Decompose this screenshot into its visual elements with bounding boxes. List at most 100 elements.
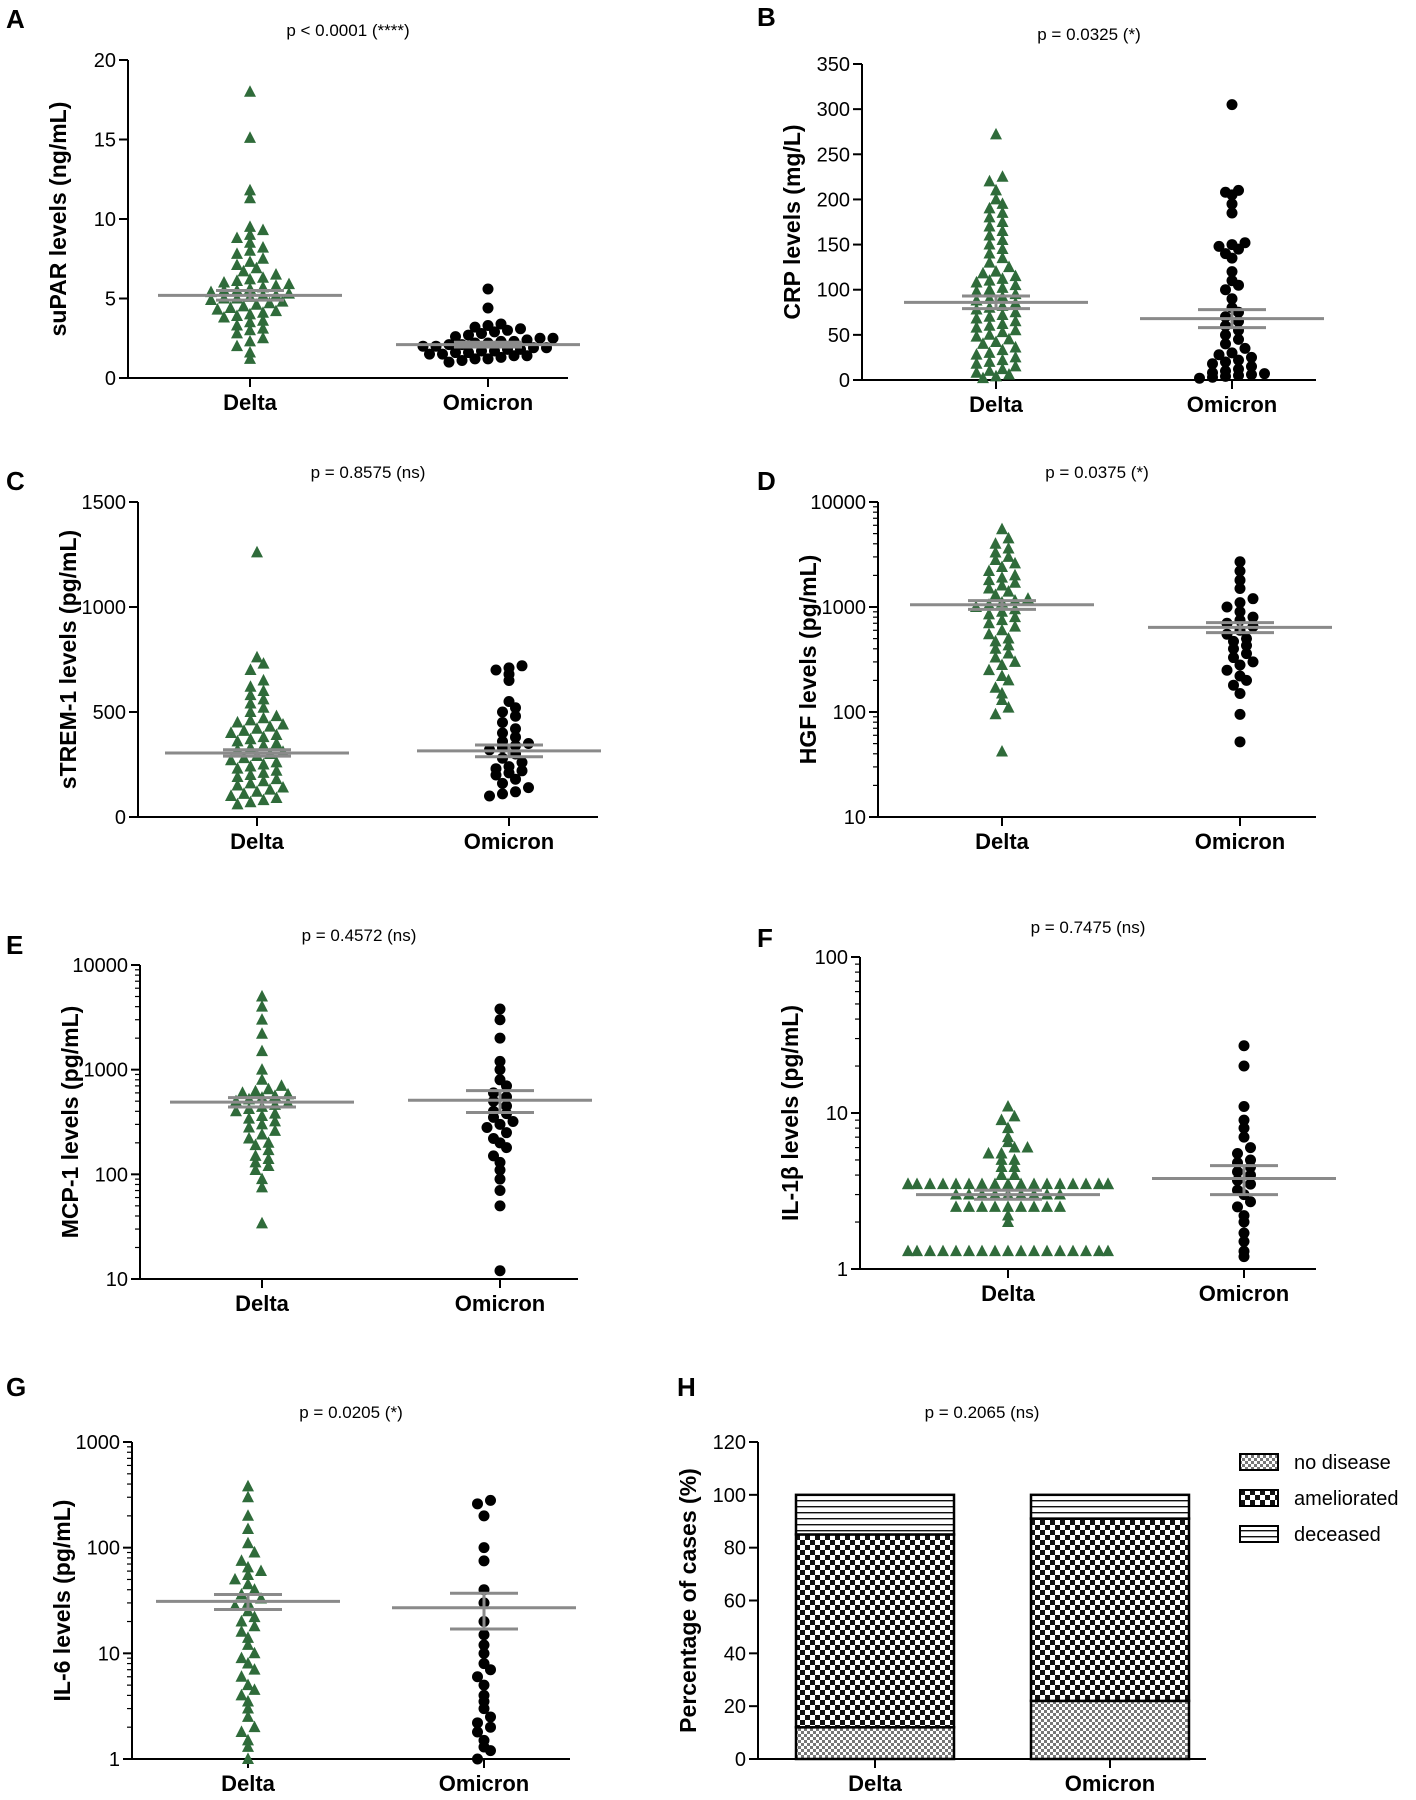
data-point-triangle [225, 726, 237, 738]
data-point-triangle [1067, 1177, 1079, 1190]
data-point-triangle [1009, 323, 1022, 336]
data-point-triangle [231, 258, 243, 271]
data-point-triangle [983, 174, 996, 187]
data-point-triangle [244, 768, 257, 780]
panel-letter: B [757, 2, 776, 32]
data-point-circle [1234, 659, 1246, 671]
data-point-triangle [257, 322, 269, 334]
y-tick-label: 20 [94, 50, 116, 72]
data-point-triangle [1009, 359, 1022, 372]
data-point-triangle [242, 1656, 254, 1669]
data-point-circle [510, 773, 521, 785]
data-point-circle [478, 1629, 490, 1641]
data-point-circle [450, 347, 461, 359]
data-point-triangle [235, 1725, 248, 1737]
data-point-circle [501, 1080, 512, 1092]
data-point-triangle [257, 314, 269, 326]
data-point-triangle [1080, 1177, 1092, 1190]
data-point-circle [1232, 1174, 1243, 1186]
data-point-triangle [1009, 655, 1021, 667]
p-value-label: p = 0.0205 (*) [299, 1403, 403, 1422]
data-point-circle [516, 660, 528, 672]
data-point-triangle [977, 266, 989, 279]
data-point-circle [463, 329, 474, 341]
data-point-triangle [231, 231, 243, 244]
data-point-triangle [983, 310, 996, 322]
data-point-triangle [1009, 556, 1021, 569]
data-point-circle [1238, 1101, 1250, 1113]
y-tick-label: 0 [105, 368, 116, 390]
y-tick-label: 15 [94, 130, 116, 152]
data-point-triangle [256, 1044, 268, 1057]
data-point-circle [497, 717, 508, 728]
data-point-triangle [244, 697, 257, 709]
data-point-circle [497, 727, 508, 739]
data-point-triangle [235, 1651, 248, 1664]
data-point-circle [1234, 708, 1246, 720]
data-point-triangle [1003, 332, 1015, 345]
data-point-triangle [1008, 1160, 1021, 1173]
data-point-triangle [1093, 1177, 1105, 1190]
data-point-triangle [242, 1560, 254, 1573]
p-value-label: p = 0.0325 (*) [1037, 25, 1141, 44]
data-point-triangle [996, 613, 1008, 626]
data-point-triangle [996, 571, 1008, 583]
panel-g: 1 10 100 1000 Delta Omicron IL-6 levels (pg/mL… [6, 1372, 576, 1796]
y-tick-label: 20 [724, 1696, 746, 1718]
data-point-triangle [963, 1200, 975, 1212]
y-tick-label: 300 [817, 99, 850, 121]
data-point-triangle [237, 264, 250, 277]
data-point-triangle [249, 1138, 262, 1151]
data-point-circle [1226, 99, 1238, 111]
data-point-triangle [1009, 610, 1021, 623]
data-point-triangle [244, 334, 256, 347]
data-point-triangle [244, 131, 256, 143]
data-point-triangle [996, 272, 1009, 284]
data-point-triangle [244, 760, 257, 772]
data-point-triangle [257, 711, 270, 724]
data-point-triangle [257, 657, 270, 669]
data-point-triangle [1009, 620, 1021, 632]
legend-swatch [1239, 1525, 1279, 1543]
data-point-circle [510, 723, 521, 735]
data-point-triangle [270, 709, 283, 722]
data-point-triangle [937, 1177, 949, 1190]
panel-letter: A [6, 4, 25, 34]
data-point-triangle [983, 274, 996, 286]
category-label-omicron: Omicron [443, 390, 533, 415]
data-point-triangle [251, 650, 263, 663]
y-axis-title: IL-1β levels (pg/mL) [777, 1005, 803, 1221]
y-tick-label: 100 [833, 702, 866, 724]
data-point-triangle [911, 1244, 923, 1257]
p-value-label: p = 0.0375 (*) [1045, 463, 1149, 482]
data-point-circle [1239, 342, 1251, 354]
data-point-circle [1234, 583, 1246, 595]
data-point-triangle [983, 201, 996, 214]
data-point-triangle [256, 1000, 268, 1012]
data-point-triangle [983, 573, 995, 586]
panel-letter: H [677, 1372, 696, 1402]
data-point-triangle [236, 1086, 249, 1098]
y-tick-label: 1 [109, 1749, 120, 1771]
data-point-triangle [256, 1172, 268, 1185]
data-point-triangle [249, 1084, 262, 1097]
data-point-triangle [242, 1678, 254, 1691]
y-tick-label: 1000 [822, 597, 867, 619]
bar-segment-deceased [1029, 1493, 1191, 1520]
data-point-triangle [1009, 314, 1022, 327]
data-point-triangle [256, 1063, 268, 1075]
data-point-triangle [231, 326, 243, 339]
data-point-circle [482, 302, 494, 314]
data-point-triangle [248, 1545, 261, 1558]
y-tick-label: 100 [713, 1485, 746, 1507]
y-axis-title: CRP levels (mg/L) [779, 124, 805, 319]
data-point-circle [1238, 1131, 1250, 1143]
data-point-triangle [248, 1646, 261, 1659]
category-label-omicron: Omicron [464, 829, 554, 854]
data-point-triangle [248, 1683, 261, 1695]
data-point-triangle [257, 684, 270, 696]
data-point-triangle [251, 722, 263, 734]
data-point-triangle [983, 663, 995, 676]
data-point-circle [516, 765, 528, 777]
data-point-triangle [983, 328, 996, 340]
